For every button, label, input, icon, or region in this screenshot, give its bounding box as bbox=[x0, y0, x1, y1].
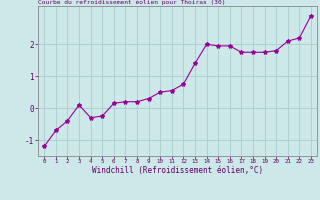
X-axis label: Windchill (Refroidissement éolien,°C): Windchill (Refroidissement éolien,°C) bbox=[92, 166, 263, 175]
Text: Courbe du refroidissement éolien pour Thoiras (30): Courbe du refroidissement éolien pour Th… bbox=[38, 0, 226, 5]
